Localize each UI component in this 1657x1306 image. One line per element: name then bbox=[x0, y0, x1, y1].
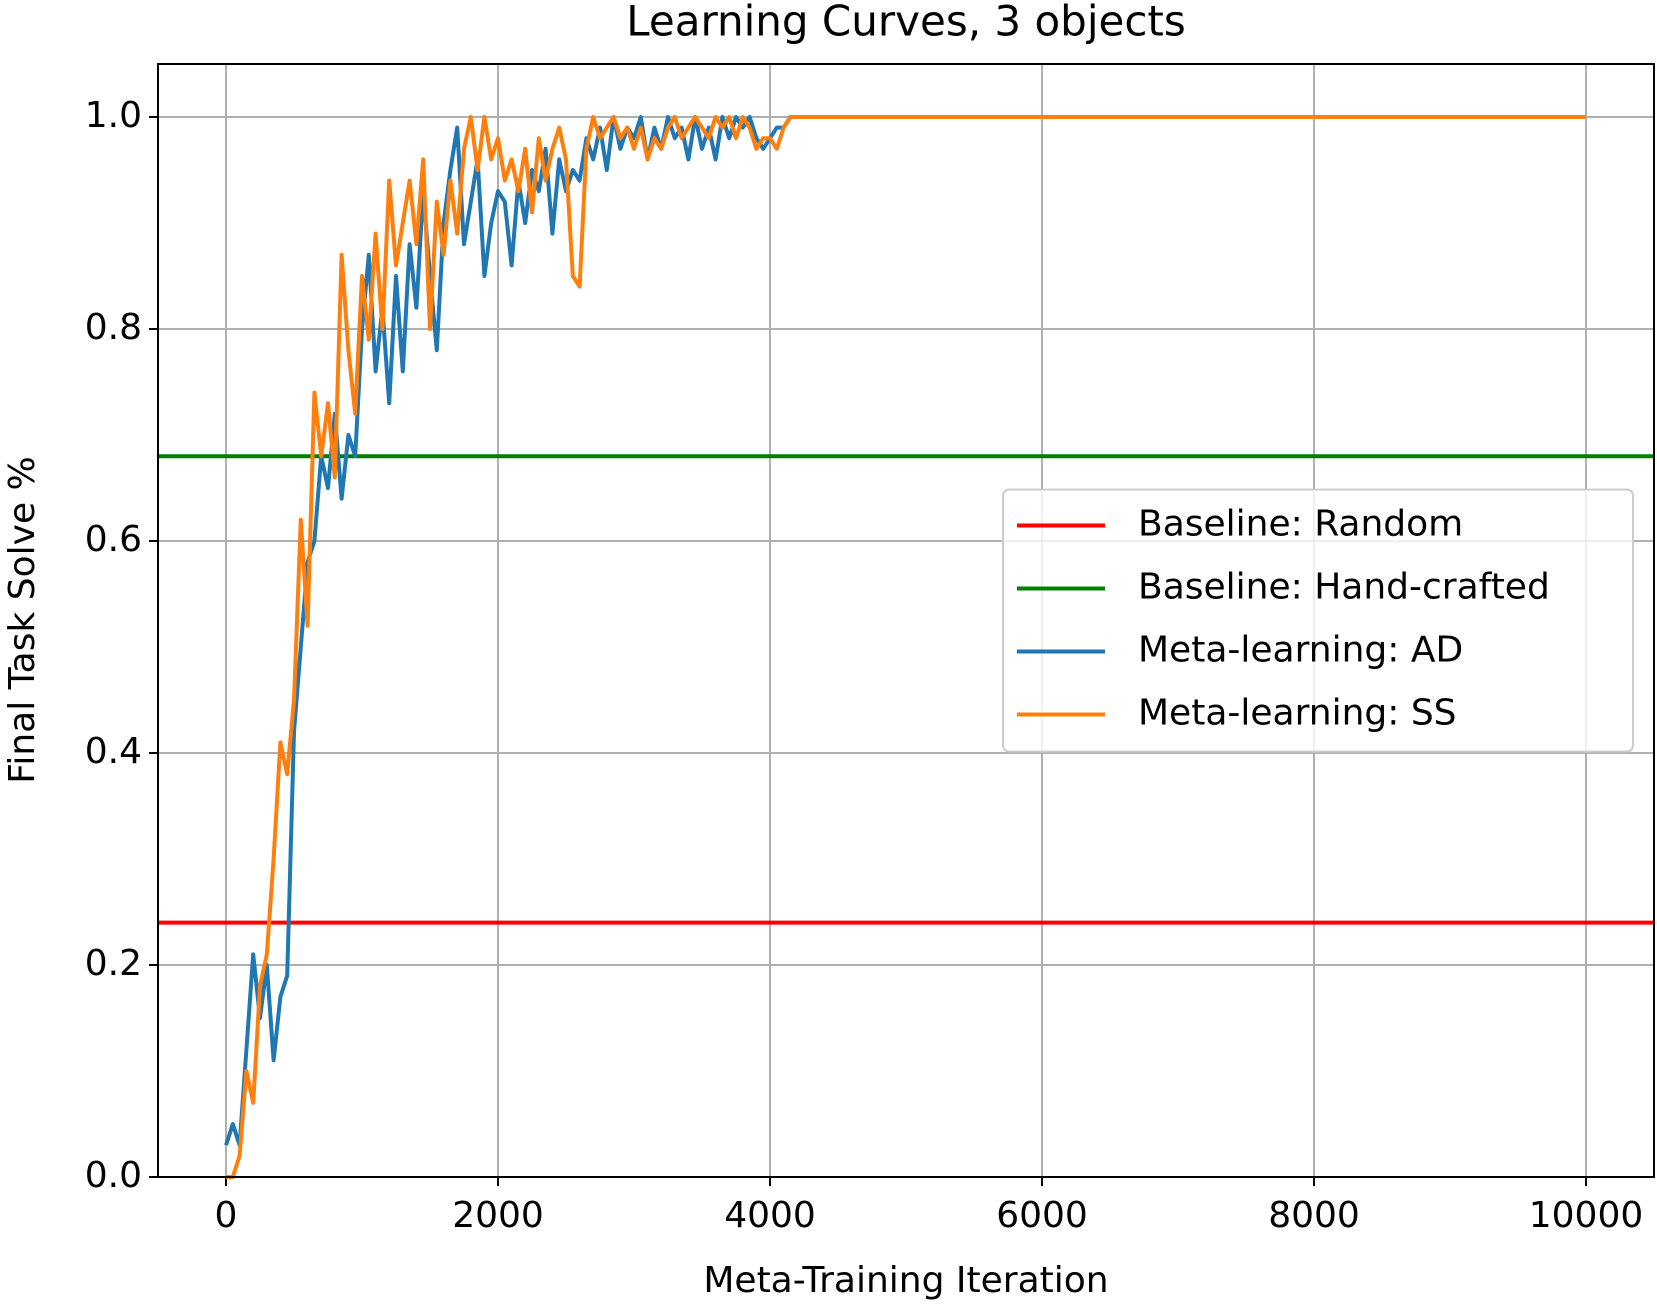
x-tick-label: 2000 bbox=[452, 1195, 544, 1236]
y-tick-label: 1.0 bbox=[85, 95, 142, 136]
legend-label: Baseline: Hand-crafted bbox=[1138, 567, 1550, 608]
x-tick-label: 10000 bbox=[1529, 1195, 1644, 1236]
legend: Baseline: Random Baseline: Hand-crafted Me… bbox=[1002, 488, 1634, 753]
plot-frame bbox=[157, 63, 1655, 1178]
y-tick-label: 0.4 bbox=[85, 731, 142, 772]
y-tick-label: 0.8 bbox=[85, 307, 142, 348]
legend-label: Meta-learning: AD bbox=[1138, 630, 1463, 671]
series-line bbox=[224, 115, 1586, 1148]
legend-label: Meta-learning: SS bbox=[1138, 693, 1457, 734]
x-tick-label: 0 bbox=[215, 1195, 238, 1236]
x-tick-label: 4000 bbox=[724, 1195, 816, 1236]
legend-box bbox=[1002, 488, 1634, 753]
y-tick-label: 0.6 bbox=[85, 519, 142, 560]
chart-title: Learning Curves, 3 objects bbox=[626, 0, 1186, 46]
x-tick-label: 8000 bbox=[1268, 1195, 1360, 1236]
y-tick-label: 0.0 bbox=[85, 1155, 142, 1196]
y-axis-label: Final Task Solve % bbox=[2, 456, 43, 784]
x-tick-label: 6000 bbox=[996, 1195, 1088, 1236]
x-axis-label: Meta-Training Iteration bbox=[703, 1260, 1108, 1301]
series-line bbox=[226, 115, 1586, 1179]
legend-label: Baseline: Random bbox=[1138, 504, 1463, 545]
y-tick-label: 0.2 bbox=[85, 943, 142, 984]
